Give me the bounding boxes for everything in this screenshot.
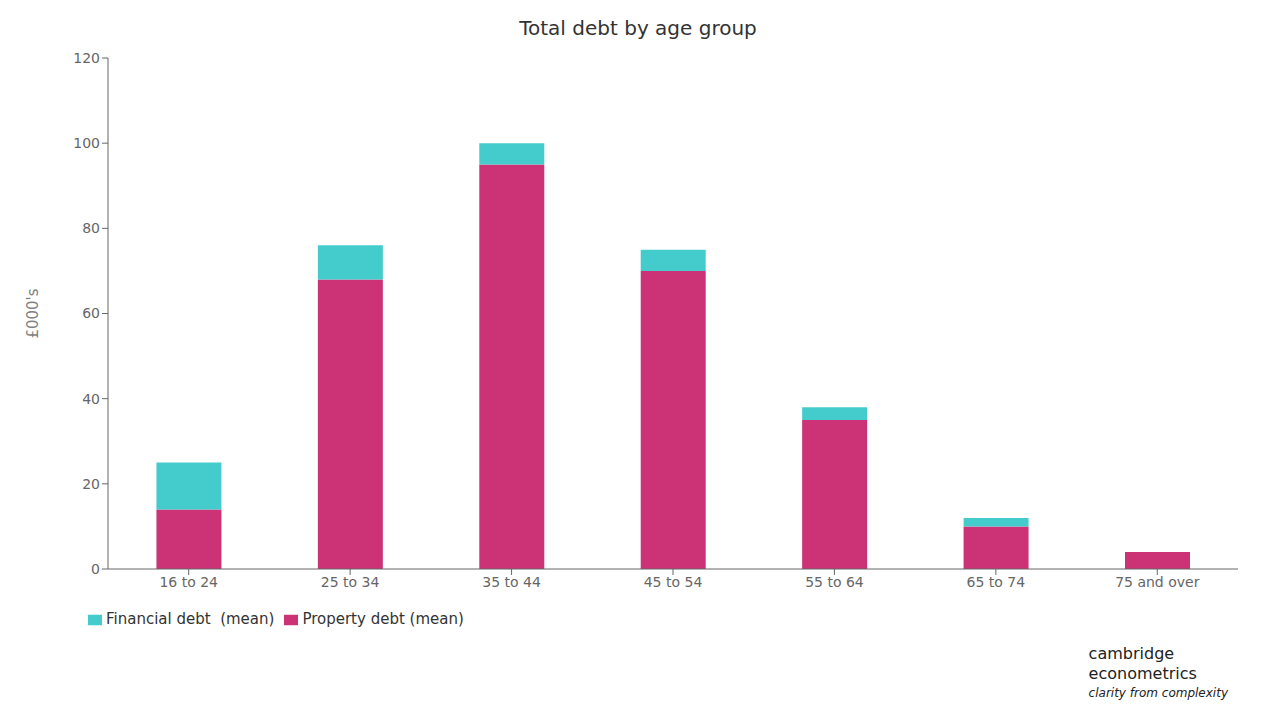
svg-text:40: 40 — [82, 391, 100, 407]
html-text:Property debt (mean): Property debt (mean) — [302, 610, 464, 628]
svg-text:25 to 34: 25 to 34 — [321, 574, 380, 590]
svg-text:0: 0 — [91, 561, 100, 577]
html-text:cambridge econometrics: cambridge econometrics — [1088, 644, 1197, 683]
svg-text:75 and over: 75 and over — [1115, 574, 1200, 590]
svg-text:65 to 74: 65 to 74 — [967, 574, 1026, 590]
svg-text:55 to 64: 55 to 64 — [805, 574, 864, 590]
svg-text:16 to 24: 16 to 24 — [159, 574, 218, 590]
html-text:Financial debt (mean): Financial debt (mean) — [106, 610, 275, 628]
svg-text:£000's: £000's — [24, 288, 42, 338]
svg-text:100: 100 — [73, 135, 100, 151]
html-text:Total debt by age group: Total debt by age group — [519, 16, 757, 40]
svg-text:20: 20 — [82, 476, 100, 492]
svg-text:60: 60 — [82, 305, 100, 321]
svg-text:45 to 54: 45 to 54 — [644, 574, 703, 590]
svg-text:80: 80 — [82, 220, 100, 236]
html-text:clarity from complexity: clarity from complexity — [1088, 686, 1228, 700]
svg-text:120: 120 — [73, 50, 100, 66]
svg-text:35 to 44: 35 to 44 — [482, 574, 541, 590]
